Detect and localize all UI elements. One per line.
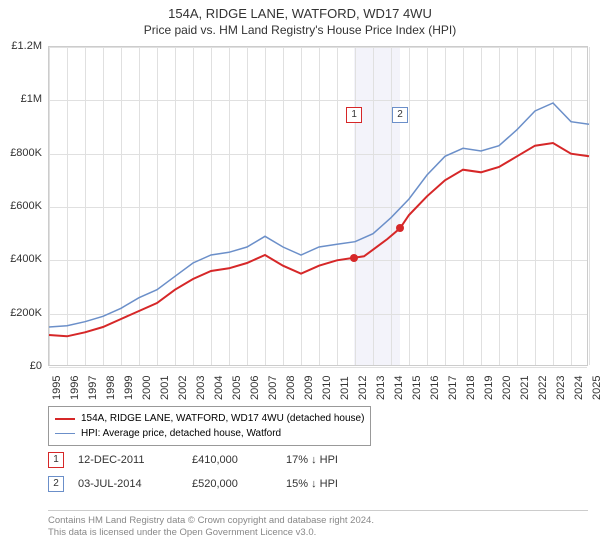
line-chart-svg [49,47,589,367]
gridline-h [49,367,587,368]
series-line-hpi [49,103,589,327]
sale-dot-2 [396,224,404,232]
x-tick-label: 1995 [51,376,63,400]
sales-price: £520,000 [192,478,272,490]
y-tick-label: £0 [0,360,42,372]
y-tick-label: £1.2M [0,40,42,52]
attribution: Contains HM Land Registry data © Crown c… [48,510,588,540]
plot-area: 12 [48,46,588,366]
x-tick-label: 2013 [375,376,387,400]
x-tick-label: 2005 [231,376,243,400]
legend-swatch [55,418,75,420]
gridline-v [589,47,590,365]
sales-table-row: 2 03-JUL-2014 £520,000 15% ↓ HPI [48,472,376,496]
x-tick-label: 2001 [159,376,171,400]
sales-table-marker: 2 [48,476,64,492]
y-tick-label: £400K [0,253,42,265]
sales-table-marker: 1 [48,452,64,468]
x-tick-label: 2022 [537,376,549,400]
x-tick-label: 2024 [573,376,585,400]
x-tick-label: 2018 [465,376,477,400]
sale-dot-1 [350,254,358,262]
sales-date: 12-DEC-2011 [78,454,178,466]
x-tick-label: 2019 [483,376,495,400]
x-tick-label: 1997 [87,376,99,400]
x-tick-label: 2004 [213,376,225,400]
sales-table: 1 12-DEC-2011 £410,000 17% ↓ HPI 2 03-JUL-201… [48,448,376,496]
y-tick-label: £800K [0,147,42,159]
y-tick-label: £600K [0,200,42,212]
x-tick-label: 2016 [429,376,441,400]
x-tick-label: 2015 [411,376,423,400]
sales-price: £410,000 [192,454,272,466]
y-tick-label: £1M [0,93,42,105]
x-tick-label: 2010 [321,376,333,400]
x-tick-label: 2009 [303,376,315,400]
x-tick-label: 1998 [105,376,117,400]
legend-box: 154A, RIDGE LANE, WATFORD, WD17 4WU (det… [48,406,371,446]
sale-marker-2: 2 [392,107,408,123]
sales-hpi: 15% ↓ HPI [286,478,376,490]
x-tick-label: 2003 [195,376,207,400]
legend-swatch [55,433,75,435]
x-tick-label: 2023 [555,376,567,400]
attribution-line2: This data is licensed under the Open Gov… [48,527,588,539]
y-tick-label: £200K [0,307,42,319]
x-tick-label: 2017 [447,376,459,400]
x-tick-label: 2014 [393,376,405,400]
x-tick-label: 1996 [69,376,81,400]
x-tick-label: 2012 [357,376,369,400]
sales-table-row: 1 12-DEC-2011 £410,000 17% ↓ HPI [48,448,376,472]
sales-hpi: 17% ↓ HPI [286,454,376,466]
legend-row-hpi: HPI: Average price, detached house, Watf… [55,426,364,441]
sales-date: 03-JUL-2014 [78,478,178,490]
x-tick-label: 2007 [267,376,279,400]
series-line-property [49,143,589,336]
attribution-line1: Contains HM Land Registry data © Crown c… [48,515,588,527]
x-tick-label: 2025 [591,376,600,400]
x-tick-label: 2008 [285,376,297,400]
x-tick-label: 2020 [501,376,513,400]
x-tick-label: 2006 [249,376,261,400]
legend-row-property: 154A, RIDGE LANE, WATFORD, WD17 4WU (det… [55,411,364,426]
chart-subtitle: Price paid vs. HM Land Registry's House … [0,23,600,37]
x-tick-label: 1999 [123,376,135,400]
sale-marker-1: 1 [346,107,362,123]
x-tick-label: 2000 [141,376,153,400]
x-tick-label: 2002 [177,376,189,400]
chart-title: 154A, RIDGE LANE, WATFORD, WD17 4WU [0,0,600,23]
chart-container: 154A, RIDGE LANE, WATFORD, WD17 4WU Pric… [0,0,600,560]
x-tick-label: 2011 [339,376,351,400]
legend-label: 154A, RIDGE LANE, WATFORD, WD17 4WU (det… [81,411,364,426]
x-tick-label: 2021 [519,376,531,400]
legend-label: HPI: Average price, detached house, Watf… [81,426,281,441]
